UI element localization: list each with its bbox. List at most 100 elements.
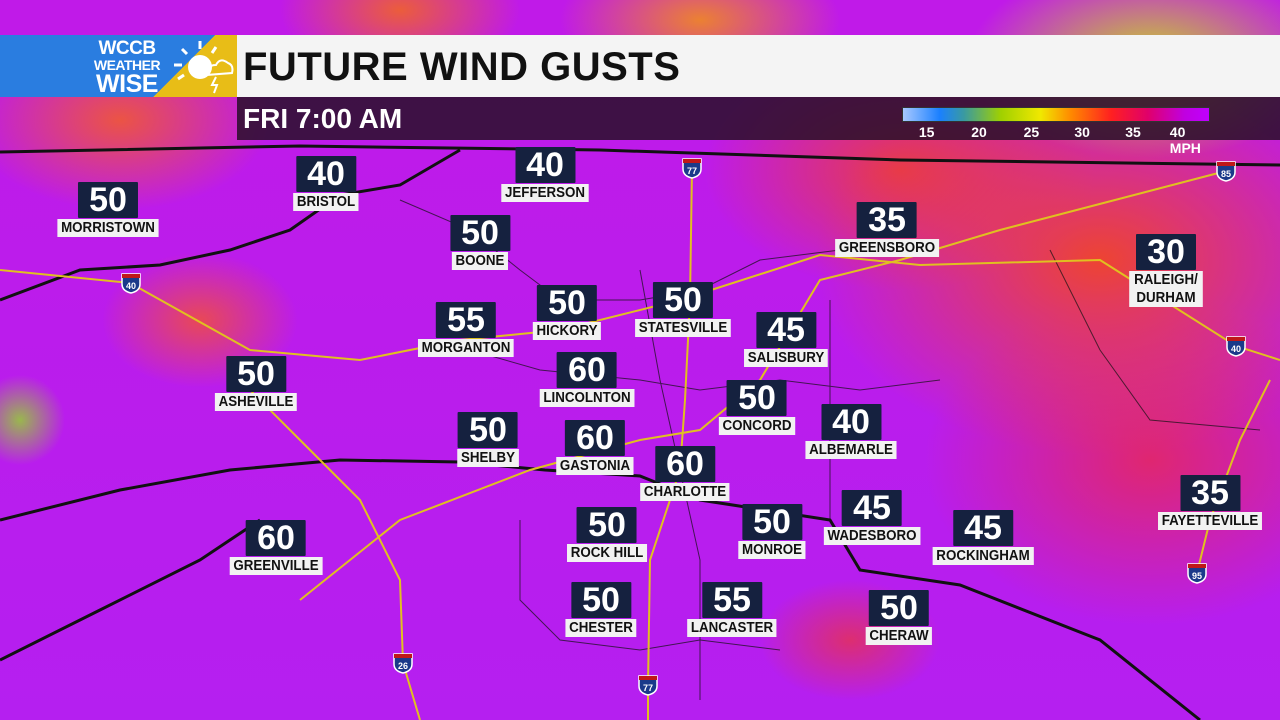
- gust-value: 50: [78, 182, 138, 218]
- city-name: CHARLOTTE: [640, 483, 730, 501]
- logo-line-1: WCCB: [98, 38, 156, 59]
- gust-value: 50: [457, 412, 518, 448]
- city-name: JEFFERSON: [501, 184, 589, 202]
- gust-value: 50: [570, 582, 631, 618]
- city-marker-wadesboro: 45 WADESBORO: [820, 490, 925, 545]
- legend-tick: 15: [918, 124, 935, 140]
- gust-value: 50: [652, 282, 713, 318]
- city-marker-statesville: 50 STATESVILLE: [631, 282, 735, 337]
- city-name: CHESTER: [565, 619, 637, 637]
- city-marker-chester: 50 CHESTER: [562, 582, 639, 637]
- city-name: RALEIGH/ DURHAM: [1129, 271, 1203, 307]
- interstate-number: 26: [398, 661, 408, 671]
- city-marker-gastonia: 60 GASTONIA: [553, 420, 637, 475]
- city-marker-rock-hill: 50 ROCK HILL: [564, 507, 651, 562]
- city-marker-rockingham: 45 ROCKINGHAM: [928, 510, 1038, 565]
- logo-line-3: WISE: [96, 70, 158, 98]
- city-name: BRISTOL: [293, 193, 359, 211]
- gust-value: 50: [536, 285, 597, 321]
- city-marker-hickory: 50 HICKORY: [530, 285, 604, 340]
- color-legend: 15 20 25 30 35 40 MPH: [902, 107, 1210, 156]
- state-border-sc-ga: [0, 518, 261, 662]
- city-name: ASHEVILLE: [214, 393, 298, 411]
- interstate-number: 40: [126, 281, 136, 291]
- city-name: FAYETTEVILLE: [1158, 512, 1262, 530]
- interstate-number: 40: [1231, 344, 1241, 354]
- gust-value: 55: [701, 582, 762, 618]
- city-name: BOONE: [451, 252, 509, 270]
- legend-tick: 30: [1074, 124, 1090, 140]
- city-marker-salisbury: 45 SALISBURY: [740, 312, 831, 367]
- state-border-nc-tn: [0, 148, 461, 302]
- city-marker-bristol: 40 BRISTOL: [290, 156, 361, 211]
- city-marker-morganton: 55 MORGANTON: [414, 302, 518, 357]
- state-border-nc-va: [0, 144, 1280, 167]
- city-marker-lancaster: 55 LANCASTER: [683, 582, 780, 637]
- interstate-number: 85: [1221, 169, 1231, 179]
- gust-value: 45: [953, 510, 1013, 546]
- city-name: ROCK HILL: [567, 544, 647, 562]
- gust-value: 60: [557, 352, 617, 388]
- city-name: GREENSBORO: [835, 239, 939, 257]
- interstate-number: 77: [687, 166, 697, 176]
- interstate-number: 77: [643, 683, 653, 693]
- gust-value: 50: [726, 380, 787, 416]
- gust-value: 30: [1136, 234, 1196, 270]
- legend-tick: 25: [1023, 124, 1040, 140]
- interstate-77-road: [647, 167, 693, 720]
- gust-value: 35: [857, 202, 917, 238]
- gust-value: 40: [514, 147, 575, 183]
- city-marker-monroe: 50 MONROE: [735, 504, 808, 559]
- gust-value: 40: [296, 156, 356, 192]
- interstate-40-shield-icon: 40: [1226, 336, 1246, 357]
- gust-value: 40: [821, 404, 881, 440]
- forecast-time: FRI 7:00 AM: [243, 103, 403, 134]
- city-marker-cheraw: 50 CHERAW: [863, 590, 935, 645]
- legend-tick: 20: [971, 124, 987, 140]
- gust-value: 35: [1179, 475, 1240, 511]
- city-marker-charlotte: 60 CHARLOTTE: [636, 446, 733, 501]
- city-name: CHERAW: [865, 627, 933, 645]
- city-marker-albemarle: 40 ALBEMARLE: [801, 404, 900, 459]
- title-bar: FUTURE WIND GUSTS: [237, 35, 1280, 97]
- city-name: WADESBORO: [823, 527, 921, 545]
- city-marker-boone: 50 BOONE: [449, 215, 510, 270]
- city-marker-fayetteville: 35 FAYETTEVILLE: [1153, 475, 1266, 530]
- city-marker-shelby: 50 SHELBY: [455, 412, 522, 467]
- interstate-number: 95: [1192, 571, 1202, 581]
- city-marker-raleigh-durham: 30 RALEIGH/ DURHAM: [1126, 234, 1206, 307]
- state-border-nc-sc: [0, 458, 1201, 720]
- city-name: GREENVILLE: [229, 557, 323, 575]
- interstate-77-shield-icon: 77: [682, 158, 702, 179]
- gust-value: 50: [226, 356, 286, 392]
- subtitle-bar: FRI 7:00 AM: [237, 97, 1280, 140]
- gust-value: 60: [654, 446, 715, 482]
- city-name: ALBEMARLE: [805, 441, 897, 459]
- legend-color-bar: [902, 107, 1210, 122]
- page-title: FUTURE WIND GUSTS: [243, 45, 681, 89]
- city-name: HICKORY: [532, 322, 602, 340]
- interstate-77-shield-icon: 77: [638, 675, 658, 696]
- gust-value: 45: [841, 490, 902, 526]
- city-name: STATESVILLE: [635, 319, 731, 337]
- city-marker-lincolnton: 60 LINCOLNTON: [536, 352, 639, 407]
- city-marker-greensboro: 35 GREENSBORO: [831, 202, 944, 257]
- city-marker-morristown: 50 MORRISTOWN: [53, 182, 163, 237]
- city-marker-asheville: 50 ASHEVILLE: [211, 356, 300, 411]
- gust-value: 50: [742, 504, 802, 540]
- interstate-85-shield-icon: 85: [1216, 161, 1236, 182]
- city-name: MORRISTOWN: [57, 219, 159, 237]
- city-name: CONCORD: [718, 417, 796, 435]
- city-marker-concord: 50 CONCORD: [716, 380, 799, 435]
- gust-value: 55: [436, 302, 496, 338]
- interstate-95-shield-icon: 95: [1187, 563, 1207, 584]
- gust-value: 60: [246, 520, 306, 556]
- city-name: GASTONIA: [556, 457, 634, 475]
- city-name: SALISBURY: [744, 349, 828, 367]
- city-name: SHELBY: [457, 449, 519, 467]
- city-name: MORGANTON: [417, 339, 515, 357]
- gust-value: 50: [449, 215, 510, 251]
- city-name: LANCASTER: [687, 619, 777, 637]
- city-name: ROCKINGHAM: [932, 547, 1034, 565]
- legend-tick: 40 MPH: [1169, 124, 1201, 156]
